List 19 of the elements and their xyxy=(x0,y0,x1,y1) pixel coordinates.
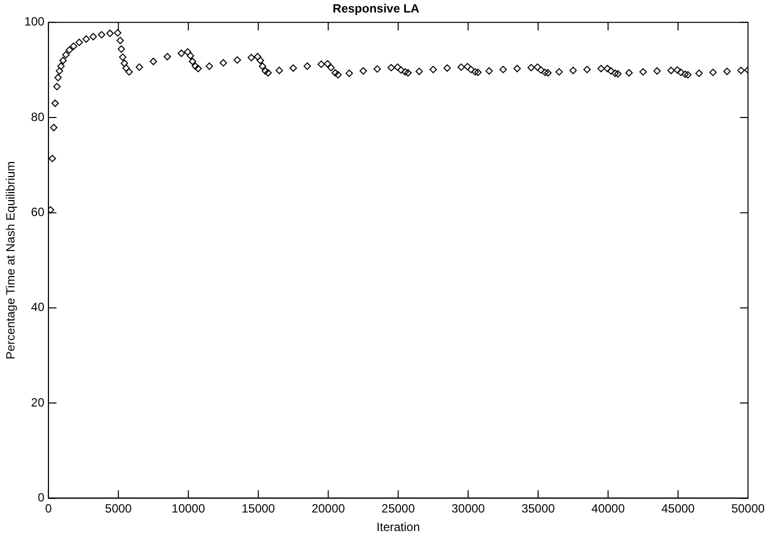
x-tick-label: 50000 xyxy=(731,502,766,516)
x-tick-label: 20000 xyxy=(312,502,346,516)
x-tick-label: 40000 xyxy=(591,502,626,516)
y-tick-label: 100 xyxy=(24,14,45,29)
y-tick-label: 20 xyxy=(31,395,45,410)
y-tick-label: 0 xyxy=(38,490,45,505)
x-tick-label: 15000 xyxy=(242,502,276,516)
x-tick-label: 35000 xyxy=(521,502,556,516)
x-axis-title: Iteration xyxy=(376,520,420,534)
x-tick-label: 30000 xyxy=(451,502,486,516)
y-tick-label: 60 xyxy=(31,205,45,220)
y-tick-label: 40 xyxy=(31,300,45,314)
chart-title: Responsive LA xyxy=(332,2,420,16)
x-tick-label: 5000 xyxy=(105,502,132,516)
x-tick-label: 45000 xyxy=(661,502,696,516)
x-tick-label: 10000 xyxy=(172,502,206,516)
x-tick-label: 25000 xyxy=(382,502,416,516)
y-axis-title: Percentage Time at Nash Equilibrium xyxy=(4,161,18,360)
y-tick-label: 80 xyxy=(31,110,45,124)
